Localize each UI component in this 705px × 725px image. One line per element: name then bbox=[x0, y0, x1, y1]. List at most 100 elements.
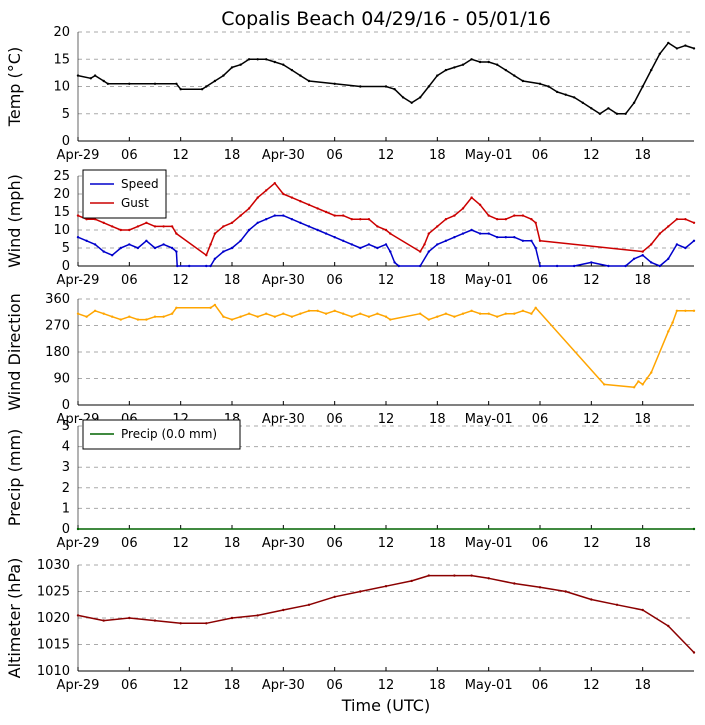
y-axis-label: Wind Direction bbox=[5, 293, 24, 411]
data-point bbox=[496, 315, 499, 318]
data-point bbox=[102, 312, 105, 315]
data-point bbox=[504, 68, 507, 72]
x-tick-label: 06 bbox=[121, 678, 138, 693]
data-point bbox=[692, 47, 696, 50]
data-point bbox=[667, 225, 670, 228]
data-point bbox=[282, 63, 285, 66]
data-point bbox=[650, 243, 653, 246]
data-point bbox=[632, 386, 636, 389]
data-point bbox=[239, 63, 242, 66]
series-line-direction bbox=[77, 304, 694, 389]
data-point bbox=[487, 577, 490, 580]
data-point bbox=[222, 74, 225, 77]
series-line-speed bbox=[77, 214, 695, 267]
x-tick-label: 12 bbox=[172, 273, 189, 288]
x-tick-label: 12 bbox=[378, 412, 395, 427]
data-point bbox=[213, 303, 217, 307]
data-point bbox=[367, 218, 371, 221]
data-point bbox=[419, 264, 422, 268]
x-tick-label: May-01 bbox=[465, 412, 513, 427]
data-point bbox=[256, 315, 259, 318]
data-point bbox=[213, 79, 217, 83]
y-axis-label: Precip (mm) bbox=[5, 429, 24, 527]
data-point bbox=[299, 312, 302, 315]
data-point bbox=[581, 101, 584, 105]
data-point bbox=[205, 264, 208, 268]
data-point bbox=[615, 112, 619, 116]
data-point bbox=[675, 243, 679, 246]
y-tick-label: 1030 bbox=[37, 558, 70, 573]
data-point bbox=[641, 383, 644, 386]
data-point bbox=[444, 239, 448, 242]
data-point bbox=[470, 574, 473, 577]
x-tick-label: 18 bbox=[429, 148, 446, 163]
data-point bbox=[342, 312, 345, 315]
data-point bbox=[641, 85, 644, 88]
data-point bbox=[603, 383, 606, 386]
data-point bbox=[290, 315, 294, 318]
x-tick-label: 06 bbox=[326, 412, 343, 427]
data-point bbox=[282, 192, 285, 196]
x-tick-label: 06 bbox=[326, 536, 343, 551]
data-point bbox=[175, 82, 178, 86]
data-point bbox=[590, 107, 593, 110]
y-tick-label: 5 bbox=[62, 419, 70, 434]
data-point bbox=[299, 200, 302, 203]
data-point bbox=[136, 225, 140, 228]
x-tick-label: 06 bbox=[532, 412, 549, 427]
data-point bbox=[534, 246, 537, 250]
data-point bbox=[496, 236, 499, 239]
data-point bbox=[350, 243, 353, 246]
data-point bbox=[213, 232, 217, 235]
data-point bbox=[179, 88, 182, 91]
x-tick-label: 18 bbox=[224, 148, 241, 163]
data-point bbox=[389, 232, 392, 235]
data-point bbox=[632, 257, 636, 260]
y-tick-label: 90 bbox=[53, 372, 70, 387]
data-point bbox=[530, 218, 533, 221]
data-point bbox=[692, 651, 696, 654]
data-point bbox=[282, 608, 285, 612]
data-point bbox=[324, 232, 328, 235]
y-tick-label: 4 bbox=[62, 440, 70, 455]
x-tick-label: Apr-29 bbox=[57, 678, 100, 693]
series-line-altimeter bbox=[77, 574, 695, 654]
data-point bbox=[453, 66, 456, 69]
data-point bbox=[145, 318, 148, 321]
data-point bbox=[436, 315, 439, 318]
data-point bbox=[76, 214, 80, 217]
data-point bbox=[247, 312, 251, 315]
data-point bbox=[496, 218, 499, 221]
data-point bbox=[658, 52, 661, 55]
data-point bbox=[256, 614, 259, 617]
x-tick-label: 06 bbox=[532, 148, 549, 163]
data-point bbox=[316, 228, 319, 232]
data-point bbox=[513, 74, 516, 77]
data-point bbox=[128, 616, 131, 620]
legend-label: Precip (0.0 mm) bbox=[121, 427, 217, 441]
data-point bbox=[427, 250, 430, 253]
data-point bbox=[170, 246, 174, 250]
data-point bbox=[538, 82, 542, 86]
data-point bbox=[111, 315, 114, 318]
data-point bbox=[367, 243, 371, 246]
data-point bbox=[119, 228, 123, 232]
data-point bbox=[307, 203, 311, 206]
data-point bbox=[213, 257, 217, 260]
data-point bbox=[256, 58, 259, 61]
x-tick-label: Apr-29 bbox=[57, 148, 100, 163]
data-point bbox=[384, 85, 388, 88]
data-point bbox=[222, 250, 225, 253]
data-point bbox=[209, 264, 212, 268]
x-tick-label: 18 bbox=[429, 536, 446, 551]
x-tick-label: 12 bbox=[378, 148, 395, 163]
data-point bbox=[521, 239, 525, 242]
data-point bbox=[175, 306, 178, 309]
data-point bbox=[478, 232, 482, 235]
data-point bbox=[496, 63, 499, 66]
x-tick-label: 18 bbox=[634, 412, 651, 427]
data-point bbox=[521, 309, 525, 312]
data-point bbox=[427, 574, 430, 577]
data-point bbox=[615, 603, 619, 606]
data-point bbox=[641, 608, 644, 612]
